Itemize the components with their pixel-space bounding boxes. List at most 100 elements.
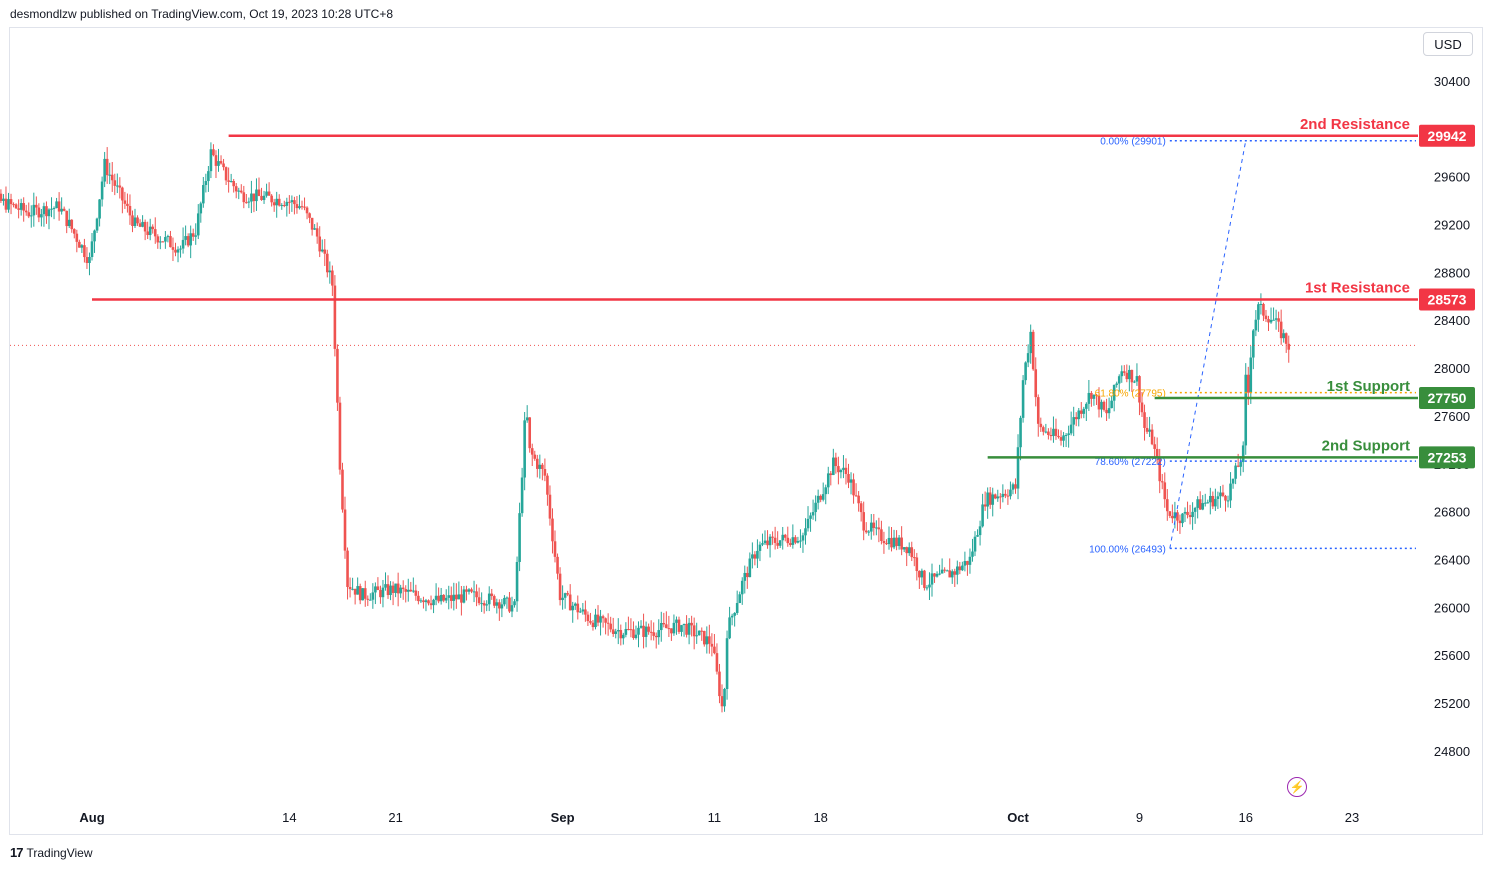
candle-body (381, 587, 385, 598)
x-tick-label: Oct (1007, 810, 1029, 825)
candle-body (412, 590, 415, 592)
candle-body (1163, 482, 1167, 500)
candle-body (821, 494, 825, 500)
candle-body (525, 417, 529, 421)
candle-body (343, 509, 347, 551)
candle-body (642, 625, 645, 637)
candle-body (1100, 401, 1103, 410)
candle-body (336, 348, 339, 403)
tradingview-footer[interactable]: 17 TradingView (10, 845, 93, 860)
candle-body (930, 573, 934, 585)
candle-body (768, 536, 772, 546)
candle-body (513, 601, 516, 606)
candle-body (90, 241, 94, 257)
candle-body (298, 206, 301, 209)
candle-body (113, 180, 117, 186)
candle-body (882, 540, 886, 544)
x-tick-label: 23 (1345, 810, 1359, 825)
candle-body (217, 161, 220, 166)
candle-body (153, 229, 157, 237)
candle-body (948, 570, 952, 578)
candle-body (751, 554, 754, 559)
candle-body (131, 215, 134, 226)
candle-body (179, 248, 182, 250)
candle-body (191, 233, 195, 237)
candle-body (563, 593, 567, 598)
candle-body (148, 226, 152, 236)
candle-body (508, 597, 511, 612)
tradingview-logo: 17 (10, 845, 24, 860)
candle-body (295, 204, 299, 209)
candle-body (541, 464, 544, 469)
candle-body (659, 622, 663, 631)
candle-body (548, 494, 552, 519)
candle-body (801, 535, 805, 541)
candle-body (237, 190, 241, 192)
candle-body (862, 512, 865, 531)
candle-body (239, 190, 243, 193)
candle-body (1272, 319, 1275, 321)
y-tick-label: 29600 (1434, 170, 1470, 185)
candle-body (758, 544, 762, 551)
candle-body (1282, 333, 1285, 339)
candle-body (1252, 330, 1255, 358)
candle-body (100, 181, 104, 200)
candle-body (14, 204, 18, 209)
candle-body (766, 540, 769, 546)
candle-body (1122, 371, 1126, 373)
candle-body (702, 630, 706, 645)
currency-selector[interactable]: USD (1423, 32, 1473, 56)
candle-body (692, 625, 696, 637)
candle-body (313, 228, 316, 230)
lightning-icon[interactable]: ⚡ (1287, 777, 1307, 797)
candle-body (495, 602, 499, 606)
candle-body (665, 624, 668, 629)
candle-body (303, 206, 306, 208)
candle-body (639, 625, 643, 628)
candle-body (164, 237, 167, 242)
candle-body (161, 241, 165, 243)
candle-body (536, 458, 539, 469)
fib-level-label: 78.60% (27222) (1095, 457, 1166, 468)
candle-body (854, 495, 858, 497)
candle-body (753, 554, 757, 559)
candle-body (369, 599, 372, 601)
candle-body (1178, 520, 1182, 524)
candle-body (1246, 374, 1250, 393)
candle-body (310, 217, 314, 230)
candle-body (0, 193, 3, 201)
x-tick-label: 9 (1136, 810, 1143, 825)
candle-body (1042, 427, 1045, 432)
candle-body (829, 473, 833, 476)
candle-body (366, 598, 370, 600)
candle-body (37, 207, 41, 218)
candle-body (85, 257, 89, 263)
candle-body (490, 593, 494, 597)
candle-body (176, 249, 180, 253)
candle-body (938, 573, 941, 575)
candle-body (902, 547, 906, 550)
candle-body (171, 247, 175, 250)
candle-body (1241, 445, 1245, 463)
candle-body (214, 155, 218, 166)
candle-body (1074, 417, 1078, 420)
candle-body (70, 219, 74, 230)
candle-body (816, 495, 820, 503)
candle-body (581, 609, 585, 612)
candle-body (485, 604, 488, 606)
candle-body (713, 646, 716, 654)
candle-body (1115, 383, 1118, 385)
candle-body (991, 494, 995, 505)
candle-body (907, 547, 911, 554)
candle-body (57, 201, 61, 212)
candle-body (194, 235, 198, 237)
candle-body (9, 199, 13, 205)
candle-body (232, 181, 235, 187)
candle-body (396, 583, 400, 594)
candle-body (118, 185, 122, 188)
candle-body (687, 622, 691, 635)
candle-body (133, 217, 137, 226)
candle-body (614, 631, 618, 634)
candle-body (566, 593, 569, 595)
